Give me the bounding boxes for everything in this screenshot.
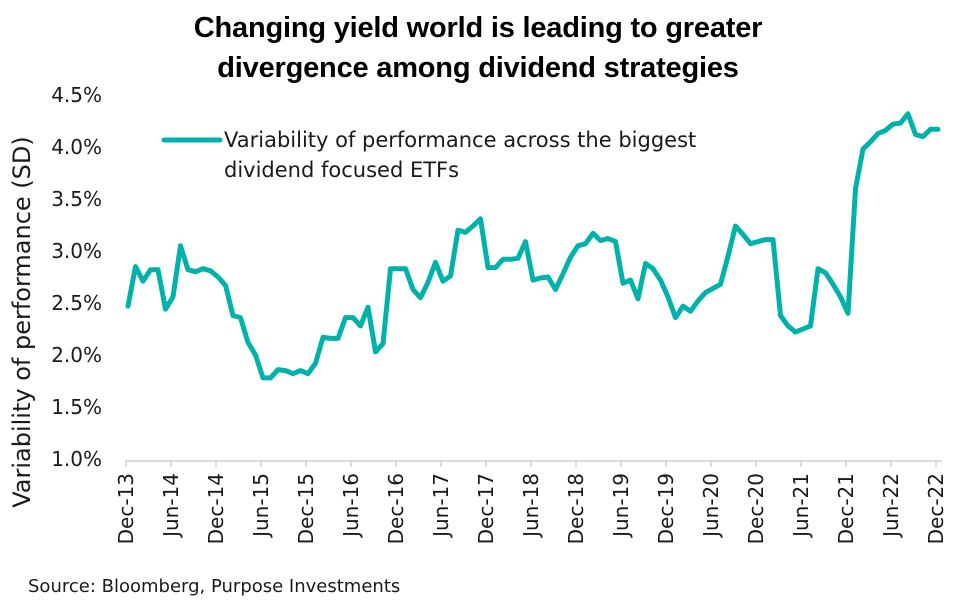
source-note: Source: Bloomberg, Purpose Investments bbox=[28, 576, 401, 597]
x-tick-label: Dec-14 bbox=[204, 473, 228, 544]
x-tick-label: Dec-20 bbox=[744, 473, 768, 544]
legend-label-line-1: Variability of performance across the bi… bbox=[224, 128, 696, 152]
y-tick-label: 4.5% bbox=[51, 83, 102, 107]
x-tick-label: Jun-19 bbox=[609, 473, 633, 539]
x-tick-label: Dec-21 bbox=[834, 473, 858, 544]
series-layer bbox=[125, 111, 941, 381]
y-tick-label: 3.5% bbox=[51, 187, 102, 211]
x-tick-label: Dec-19 bbox=[654, 473, 678, 544]
x-tick-label: Jun-14 bbox=[159, 473, 183, 539]
y-tick-label: 2.5% bbox=[51, 291, 102, 315]
y-tick-label: 2.0% bbox=[51, 343, 102, 367]
y-tick-label: 4.0% bbox=[51, 135, 102, 159]
x-tick-label: Jun-20 bbox=[699, 473, 723, 539]
x-tick-label: Dec-17 bbox=[474, 473, 498, 544]
x-tick-label: Dec-16 bbox=[384, 473, 408, 544]
x-axis: Dec-13 Jun-14 Dec-14 Jun-15 Dec-15 Jun-16 Dec-… bbox=[114, 460, 948, 544]
x-tick-label: Dec-13 bbox=[114, 473, 138, 544]
x-tick-label: Dec-18 bbox=[564, 473, 588, 544]
x-tick-label: Dec-15 bbox=[294, 473, 318, 544]
x-tick-label: Jun-15 bbox=[249, 473, 273, 539]
x-tick-label: Jun-18 bbox=[519, 473, 543, 539]
y-tick-label: 3.0% bbox=[51, 239, 102, 263]
series-line bbox=[125, 111, 941, 381]
x-tick-label: Jun-17 bbox=[429, 473, 453, 539]
x-tick-label: Dec-22 bbox=[924, 473, 948, 544]
y-tick-label: 1.0% bbox=[51, 447, 102, 471]
y-tick-label: 1.5% bbox=[51, 395, 102, 419]
chart-title-line-1: Changing yield world is leading to great… bbox=[193, 12, 763, 44]
y-axis-ticks: 1.0% 1.5% 2.0% 2.5% 3.0% 3.5% 4.0% 4.5% bbox=[51, 83, 102, 471]
legend-label-line-2: dividend focused ETFs bbox=[224, 158, 459, 182]
x-tick-label: Jun-21 bbox=[789, 473, 813, 539]
chart-title: Changing yield world is leading to great… bbox=[0, 8, 956, 88]
chart-title-line-2: divergence among dividend strategies bbox=[217, 52, 739, 84]
x-tick-label: Jun-22 bbox=[879, 473, 903, 539]
legend: Variability of performance across the bi… bbox=[161, 128, 696, 182]
x-tick-label: Jun-16 bbox=[339, 473, 363, 539]
